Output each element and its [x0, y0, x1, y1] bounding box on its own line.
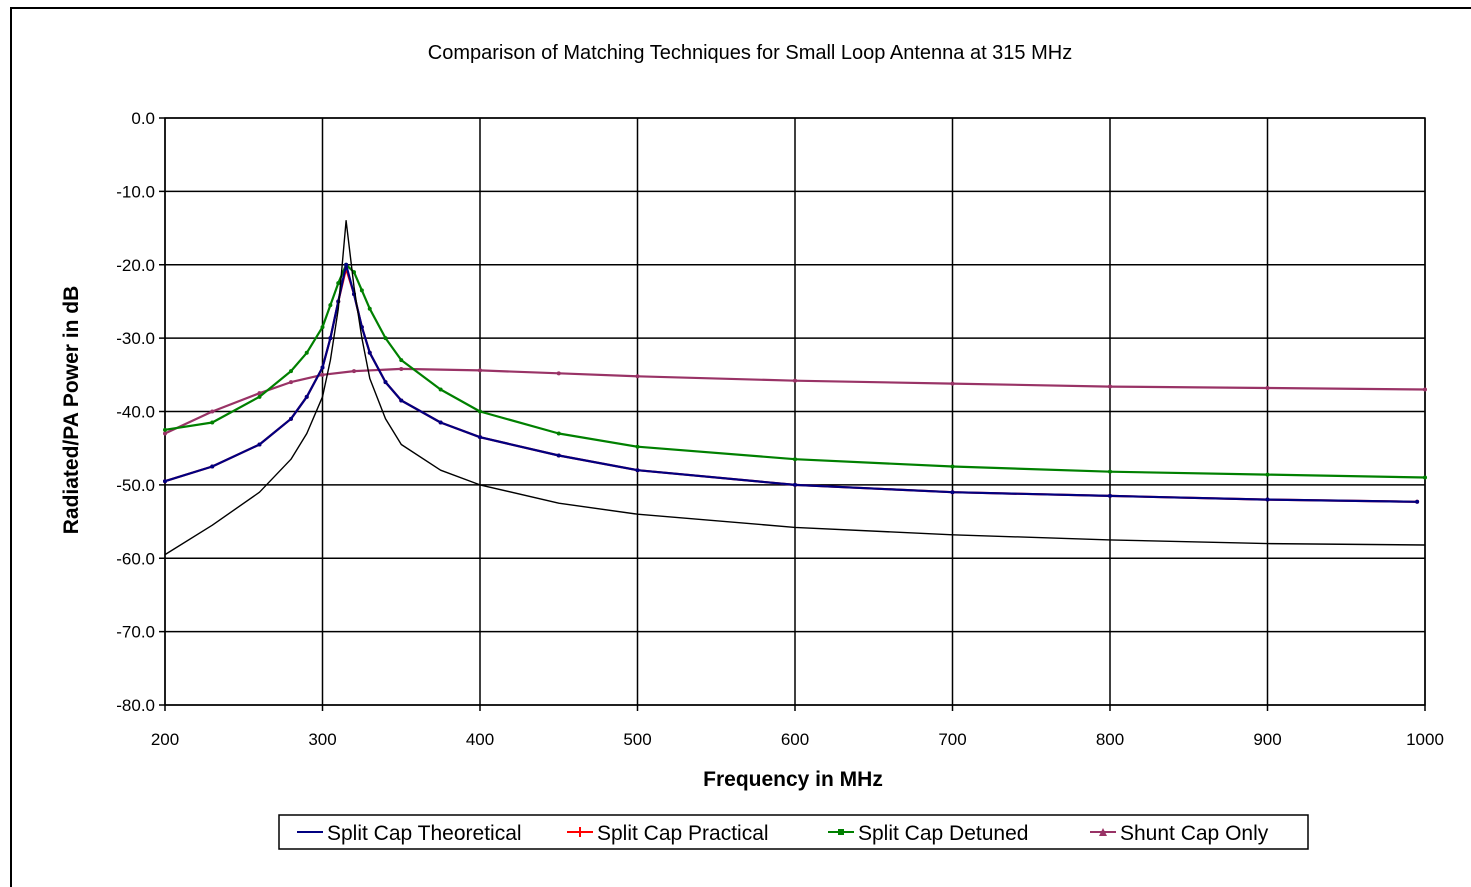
x-tick-label: 600 [781, 730, 809, 749]
series-point-0 [304, 394, 309, 399]
series-point-2 [320, 325, 325, 330]
series-point-0 [438, 420, 443, 425]
series-point-3 [399, 366, 404, 371]
series-point-0 [1415, 499, 1420, 504]
series-point-3 [352, 369, 356, 374]
legend-label: Split Cap Theoretical [327, 822, 522, 845]
series-point-3 [1265, 386, 1270, 391]
series-point-0 [257, 442, 262, 447]
series-point-0 [950, 490, 955, 495]
series-point-3 [257, 391, 262, 396]
series-point-0 [163, 479, 167, 484]
y-axis-title: Radiated/PA Power in dB [60, 286, 83, 535]
series-point-0 [635, 468, 640, 473]
series-point-0 [793, 482, 797, 487]
series-point-0 [1265, 497, 1270, 502]
x-tick-label: 1000 [1406, 730, 1444, 749]
series-point-2 [163, 427, 167, 432]
series-point-0 [210, 464, 215, 469]
y-tick-label: -60.0 [116, 549, 155, 568]
series-point-0 [344, 262, 349, 267]
legend: Split Cap Theoretical Split Cap Practical… [278, 814, 1309, 850]
series-point-2 [438, 387, 443, 392]
series-point-2 [289, 369, 293, 374]
legend-box [278, 814, 1309, 850]
series-point-2 [556, 431, 561, 436]
y-tick-label: -40.0 [116, 403, 155, 422]
series-point-2 [257, 394, 262, 399]
x-tick-label: 800 [1096, 730, 1124, 749]
series-point-2 [383, 336, 388, 341]
grid [159, 117, 1426, 711]
x-tick-label: 900 [1253, 730, 1281, 749]
series-point-3 [635, 374, 640, 379]
y-tick-labels: 0.0 -10.0 -20.0 -30.0 -40.0 -50.0 -60.0 -70.0 -8… [116, 109, 155, 715]
series-point-0 [478, 435, 482, 440]
x-tick-label: 500 [623, 730, 651, 749]
y-tick-label: -20.0 [116, 256, 155, 275]
series-point-0 [399, 398, 404, 403]
legend-label: Split Cap Practical [597, 822, 769, 845]
y-tick-label: 0.0 [131, 109, 155, 128]
x-axis-title: Frequency in MHz [703, 768, 883, 791]
y-tick-label: -30.0 [116, 329, 155, 348]
series-point-0 [328, 336, 333, 341]
series-point-0 [289, 416, 293, 421]
series-point-3 [478, 368, 482, 373]
series-point-2 [336, 281, 341, 286]
y-tick-label: -80.0 [116, 696, 155, 715]
series-point-2 [328, 303, 333, 308]
legend-marker [838, 829, 844, 835]
series-point-3 [289, 380, 293, 385]
legend-label: Shunt Cap Only [1120, 822, 1269, 845]
x-tick-label: 400 [466, 730, 494, 749]
series-point-0 [367, 350, 372, 355]
series-point-2 [399, 358, 404, 363]
y-tick-label: -70.0 [116, 623, 155, 642]
chart-title: Comparison of Matching Techniques for Sm… [428, 42, 1072, 64]
series-point-0 [1108, 493, 1112, 498]
series-point-2 [304, 350, 309, 355]
series-point-0 [320, 365, 325, 370]
series-point-2 [1108, 469, 1112, 474]
legend-marker [1099, 828, 1107, 836]
series-point-3 [556, 371, 561, 376]
series-point-2 [950, 464, 955, 469]
x-tick-label: 700 [938, 730, 966, 749]
series-point-2 [210, 420, 215, 425]
series-point-0 [383, 380, 388, 385]
chart-frame [10, 7, 1471, 887]
y-tick-label: -50.0 [116, 476, 155, 495]
x-tick-label: 300 [308, 730, 336, 749]
y-tick-label: -10.0 [116, 182, 155, 201]
series-point-2 [367, 306, 372, 311]
series-lines [163, 219, 1427, 556]
series-point-2 [1265, 472, 1270, 477]
series-point-2 [359, 288, 364, 293]
series-point-2 [478, 409, 482, 414]
x-tick-label: 200 [151, 730, 179, 749]
series-point-3 [793, 378, 797, 383]
series-point-3 [320, 372, 325, 377]
x-tick-labels: 200 300 400 500 600 700 800 900 1000 [151, 730, 1444, 749]
series-point-3 [210, 409, 215, 414]
series-point-2 [635, 444, 640, 449]
series-point-2 [793, 457, 797, 462]
series-point-2 [1423, 475, 1427, 480]
series-point-3 [163, 431, 167, 436]
series-point-3 [950, 381, 955, 386]
series-point-0 [556, 453, 561, 458]
series-line-4 [164, 219, 1426, 556]
series-point-3 [1423, 387, 1427, 392]
legend-label: Split Cap Detuned [858, 822, 1028, 845]
series-point-3 [1108, 384, 1112, 389]
